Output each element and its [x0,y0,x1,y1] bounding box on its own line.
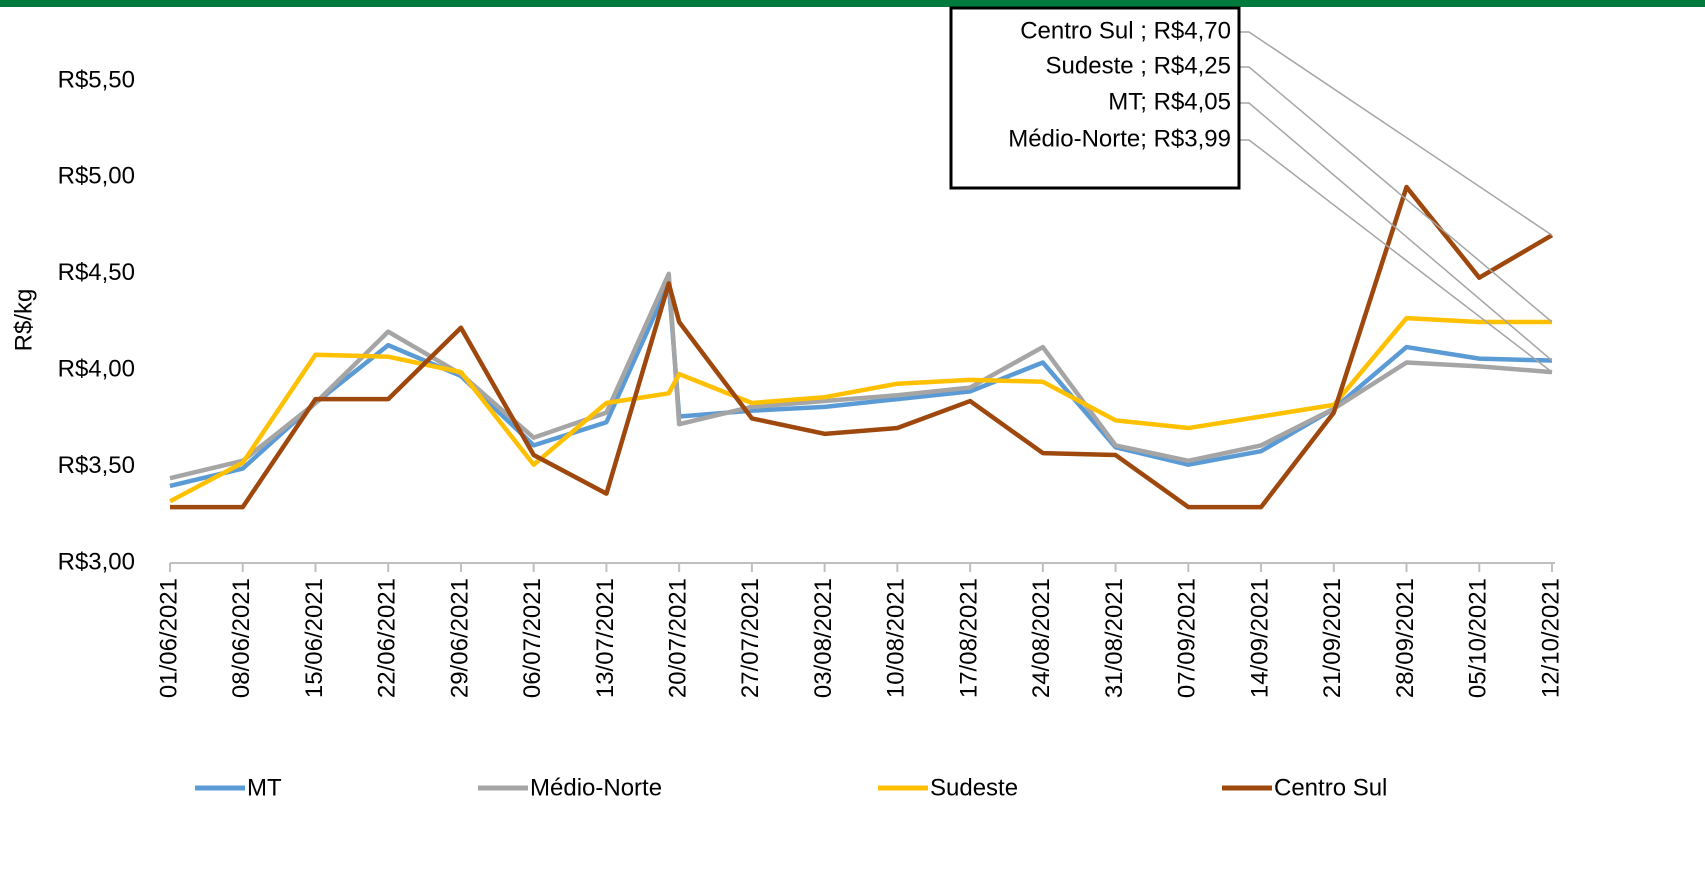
x-tick-label: 17/08/2021 [955,578,982,698]
y-axis-label: R$/kg [10,289,37,352]
label-box [949,6,1241,190]
data-label: Sudeste ; R$4,25 [1046,52,1231,79]
data-label: Centro Sul ; R$4,70 [1020,17,1231,44]
data-label: MT; R$4,05 [1108,88,1231,115]
series-line [170,184,1554,510]
x-tick-label: 13/07/2021 [592,578,619,698]
x-tick-label: 15/06/2021 [301,578,328,698]
x-tick-label: 24/08/2021 [1028,578,1055,698]
y-tick-label: R$5,50 [58,66,135,93]
legend-label: Médio-Norte [530,774,662,801]
x-tick-label: 29/06/2021 [446,578,473,698]
y-tick-label: R$4,50 [58,259,135,286]
legend-label: Sudeste [930,774,1018,801]
x-tick-label: 21/09/2021 [1319,578,1346,698]
x-tick-label: 31/08/2021 [1101,578,1128,698]
x-tick-label: 22/06/2021 [374,578,401,698]
y-tick-label: R$5,00 [58,163,135,190]
x-tick-label: 28/09/2021 [1392,578,1419,698]
legend-label: MT [247,774,282,801]
x-tick-label: 08/06/2021 [228,578,255,698]
top-bar [0,0,1705,7]
leader-line [1239,139,1553,373]
x-tick-label: 06/07/2021 [519,578,546,698]
x-tick-label: 12/10/2021 [1537,578,1564,698]
x-tick-label: 10/08/2021 [883,578,910,698]
x-tick-label: 07/09/2021 [1174,578,1201,698]
x-tick-label: 01/06/2021 [155,578,182,698]
leader-line [1239,66,1553,323]
leader-line [1239,102,1553,362]
legend-label: Centro Sul [1274,774,1387,801]
data-label: Médio-Norte; R$3,99 [1008,125,1231,152]
x-tick-label: 14/09/2021 [1246,578,1273,698]
leader-line [1239,31,1553,236]
x-tick-label: 27/07/2021 [737,578,764,698]
x-tick-label: 03/08/2021 [810,578,837,698]
y-tick-label: R$4,00 [58,356,135,383]
x-tick-label: 05/10/2021 [1465,578,1492,698]
series-line [169,271,1553,481]
y-tick-label: R$3,00 [58,548,135,575]
y-tick-label: R$3,50 [58,452,135,479]
series-line [168,315,1552,504]
x-tick-label: 20/07/2021 [665,578,692,698]
